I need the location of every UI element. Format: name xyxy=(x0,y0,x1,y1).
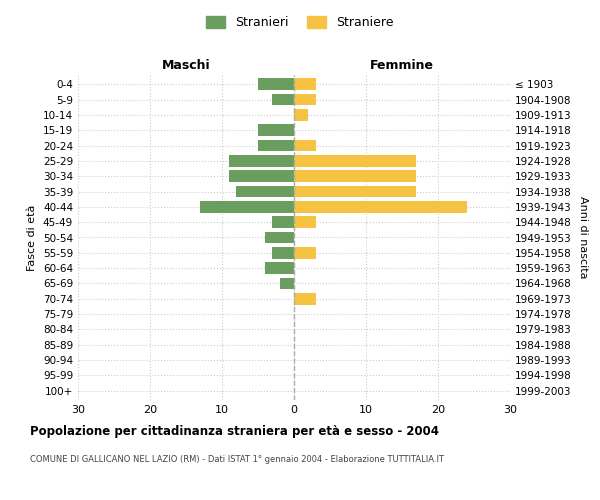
Bar xyxy=(265,232,294,243)
Bar xyxy=(272,94,294,106)
Y-axis label: Fasce di età: Fasce di età xyxy=(28,204,37,270)
Bar xyxy=(280,278,294,289)
Bar xyxy=(294,140,316,151)
Bar xyxy=(229,155,294,166)
Bar xyxy=(236,186,294,198)
Bar xyxy=(294,201,467,212)
Bar xyxy=(294,78,316,90)
Bar xyxy=(294,94,316,106)
Text: Femmine: Femmine xyxy=(370,59,434,72)
Text: Maschi: Maschi xyxy=(161,59,211,72)
Bar xyxy=(294,247,316,258)
Bar xyxy=(200,201,294,212)
Bar xyxy=(258,140,294,151)
Bar xyxy=(258,78,294,90)
Bar xyxy=(294,155,416,166)
Bar xyxy=(272,216,294,228)
Bar xyxy=(258,124,294,136)
Y-axis label: Anni di nascita: Anni di nascita xyxy=(578,196,588,279)
Bar xyxy=(265,262,294,274)
Bar xyxy=(294,293,316,304)
Bar xyxy=(272,247,294,258)
Bar xyxy=(294,216,316,228)
Text: Popolazione per cittadinanza straniera per età e sesso - 2004: Popolazione per cittadinanza straniera p… xyxy=(30,425,439,438)
Bar xyxy=(294,170,416,182)
Legend: Stranieri, Straniere: Stranieri, Straniere xyxy=(202,11,398,34)
Bar xyxy=(294,109,308,120)
Bar xyxy=(229,170,294,182)
Bar xyxy=(294,186,416,198)
Text: COMUNE DI GALLICANO NEL LAZIO (RM) - Dati ISTAT 1° gennaio 2004 - Elaborazione T: COMUNE DI GALLICANO NEL LAZIO (RM) - Dat… xyxy=(30,455,444,464)
